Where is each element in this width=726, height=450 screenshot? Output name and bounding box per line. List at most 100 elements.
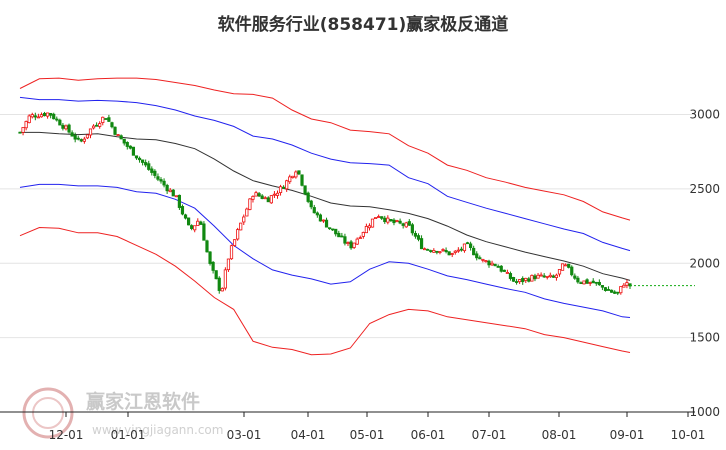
candle-body — [119, 135, 123, 140]
candle-body — [174, 195, 178, 198]
candle-body — [39, 114, 44, 118]
candle-body — [429, 250, 433, 252]
candle-body — [625, 282, 629, 286]
candle-body — [297, 170, 301, 175]
series-outer_lower — [19, 226, 631, 356]
candle-body — [199, 221, 203, 225]
candle-body — [349, 241, 353, 249]
candle-body — [186, 217, 191, 226]
candle-body — [171, 189, 175, 197]
candle-body — [208, 251, 212, 264]
candle-body — [327, 227, 332, 230]
candle-body — [573, 275, 577, 279]
candle-body — [285, 180, 289, 190]
candle-body — [70, 132, 74, 137]
y-tick-label: 1500 — [689, 331, 720, 345]
candle-body — [165, 184, 169, 192]
candle-body — [183, 214, 188, 219]
candle-body — [419, 238, 424, 250]
candle-body — [358, 237, 362, 239]
candle-body — [527, 278, 531, 282]
candle-body — [110, 122, 114, 128]
candle-body — [475, 253, 479, 259]
candle-body — [101, 116, 105, 123]
candle-body — [616, 291, 620, 294]
y-tick-label: 3000 — [689, 108, 720, 122]
candle-body — [91, 125, 96, 129]
candle-body — [64, 125, 68, 130]
candle-body — [352, 242, 356, 248]
candle-body — [275, 192, 280, 196]
candle-body — [401, 223, 405, 226]
candle-body — [334, 228, 338, 235]
candle-body — [156, 176, 160, 180]
series-inner_upper — [19, 96, 631, 252]
candle-body — [98, 123, 102, 127]
candle-body — [444, 250, 448, 253]
candle-body — [370, 218, 375, 228]
candle-body — [226, 258, 231, 271]
candle-body — [530, 274, 534, 282]
candle-body — [490, 262, 494, 266]
candle-body — [594, 281, 598, 284]
candle-body — [606, 289, 611, 291]
candle-body — [177, 194, 181, 208]
candle-body — [505, 272, 509, 274]
candle-body — [73, 135, 77, 140]
x-tick-label: 10-01 — [671, 428, 706, 442]
candle-body — [423, 248, 427, 251]
candle-body — [383, 217, 387, 223]
candle-body — [67, 124, 71, 133]
y-tick-label: 2500 — [689, 182, 720, 196]
candle-body — [162, 180, 166, 186]
candle-body — [603, 287, 608, 291]
candle-body — [389, 219, 393, 222]
candle-body — [263, 197, 267, 200]
candle-body — [398, 220, 402, 224]
candle-body — [122, 138, 126, 144]
candle-body — [355, 238, 359, 245]
candle-body — [567, 263, 571, 268]
candle-body — [514, 281, 519, 283]
candle-body — [321, 219, 326, 222]
candle-body — [459, 248, 464, 251]
candle-body — [432, 250, 436, 253]
candle-body — [116, 134, 120, 137]
candle-body — [49, 112, 53, 116]
candle-body — [367, 225, 372, 229]
candle-body — [502, 269, 506, 272]
watermark-brand: 赢家江恩软件 — [86, 390, 200, 413]
candle-body — [214, 270, 218, 280]
candle-body — [272, 193, 277, 196]
candle-body — [79, 139, 83, 142]
candle-body — [426, 248, 430, 251]
candle-body — [361, 232, 365, 237]
candle-body — [588, 282, 592, 284]
x-tick-label: 12-01 — [49, 428, 84, 442]
candle-body — [324, 219, 329, 228]
candle-body — [168, 189, 172, 193]
candle-body — [306, 192, 310, 202]
candle-body — [159, 179, 163, 182]
candle-body — [153, 170, 157, 176]
candle-body — [190, 225, 194, 229]
candle-body — [472, 247, 476, 256]
candle-body — [251, 195, 255, 200]
candle-body — [373, 217, 378, 219]
candle-body — [435, 250, 439, 253]
candle-body — [542, 275, 546, 278]
candle-body — [478, 257, 482, 260]
candle-body — [113, 126, 117, 135]
candle-body — [521, 277, 525, 283]
candle-body — [613, 291, 617, 294]
series-outer_upper — [19, 77, 631, 221]
y-tick-label: 2000 — [689, 256, 720, 270]
candle-body — [524, 277, 528, 281]
candle-body — [18, 131, 22, 134]
candle-body — [576, 277, 580, 283]
candle-body — [88, 128, 93, 136]
series-middle — [20, 131, 631, 281]
x-tick-label: 08-01 — [542, 428, 577, 442]
